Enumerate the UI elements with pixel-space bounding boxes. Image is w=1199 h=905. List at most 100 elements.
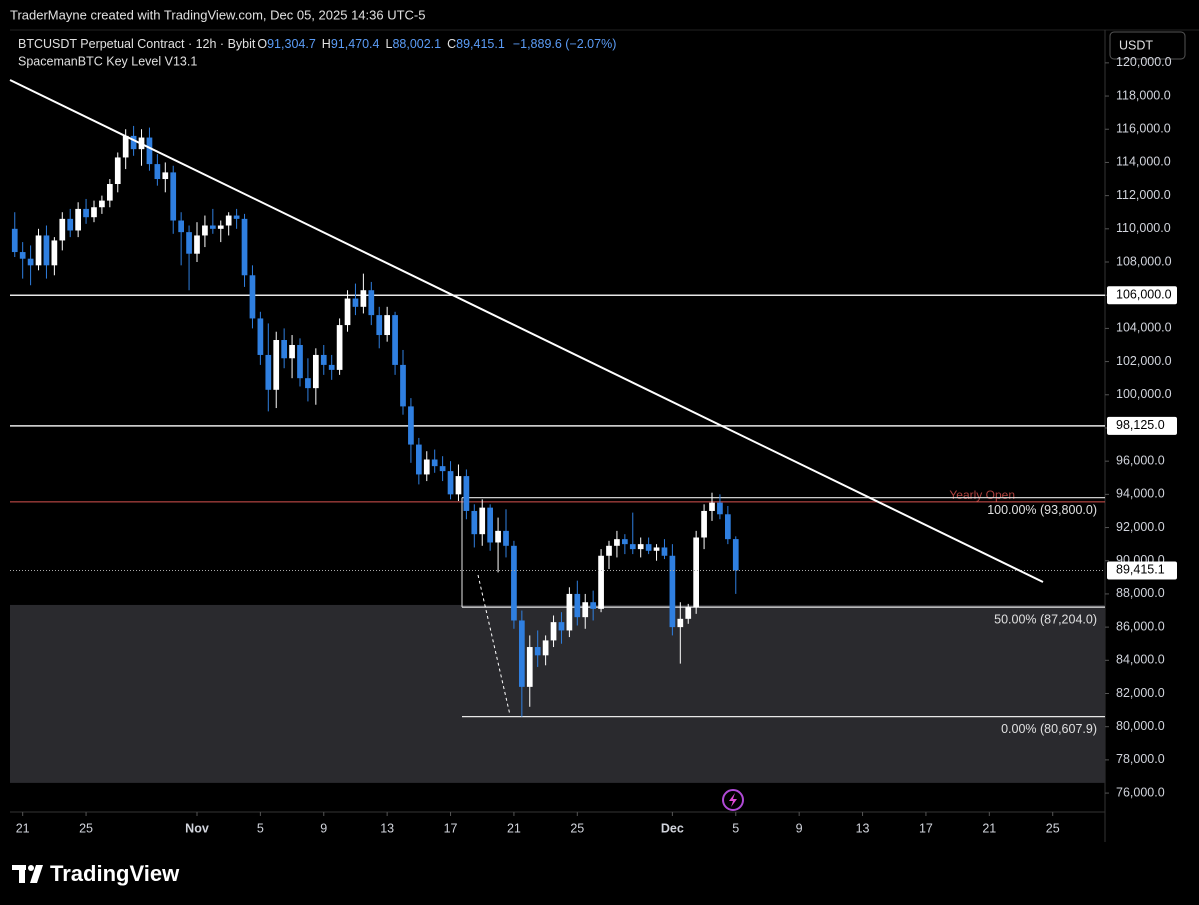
candle-body [51, 240, 58, 266]
candle-body [336, 325, 343, 370]
currency-box[interactable] [1109, 31, 1186, 60]
candle-body [19, 252, 26, 259]
y-tick-label: 102,000.0 [1116, 354, 1172, 368]
candle-body [392, 315, 398, 365]
candle-body [621, 539, 628, 545]
x-tick-label: 17 [444, 821, 458, 835]
logo: TradingView [12, 861, 180, 886]
candle-body [479, 507, 486, 535]
candle-body [265, 354, 272, 390]
candle-body [384, 315, 391, 336]
candle-body [495, 530, 501, 543]
candle-body [281, 340, 287, 359]
price-label: 106,000.0 [1116, 287, 1172, 301]
y-tick-label: 110,000.0 [1116, 221, 1171, 235]
candle-body [297, 344, 303, 379]
candle-body [376, 315, 383, 336]
candle-body [249, 275, 256, 319]
candle-body [162, 172, 169, 180]
x-tick-label: 25 [79, 821, 93, 835]
candle-body [114, 157, 121, 185]
price-label-box [1107, 416, 1177, 435]
candle-body [257, 318, 264, 355]
candle-body [408, 406, 414, 445]
candle-body [732, 539, 739, 571]
candle-body [35, 235, 42, 266]
change: −1,889.6 (−2.07%) [513, 37, 617, 51]
indicator: SpacemanBTC Key Level V13.1 [18, 54, 197, 68]
candle-body [209, 225, 216, 229]
y-tick-label: 88,000.0 [1116, 586, 1165, 600]
candle-body [558, 622, 565, 631]
y-tick-label: 80,000.0 [1116, 719, 1165, 733]
y-tick-label: 86,000.0 [1116, 619, 1165, 633]
candle-body [75, 208, 81, 231]
key: C [447, 37, 456, 51]
candle-body [447, 471, 454, 495]
currency: USDT [1119, 38, 1153, 52]
credit: TraderMayne created with TradingView.com… [10, 7, 426, 22]
y-tick-label: 116,000.0 [1116, 122, 1171, 136]
x-tick-label: 9 [796, 821, 803, 835]
candle-body [83, 208, 89, 218]
candle-body [487, 507, 494, 543]
candle-body [122, 135, 129, 158]
x-tick-label: 5 [732, 821, 739, 835]
candle-body [415, 444, 422, 475]
x-tick-label: 21 [507, 821, 521, 835]
candle-body [320, 354, 327, 365]
candle-body [550, 622, 557, 641]
candle-body [344, 298, 351, 326]
candle-body [677, 618, 684, 628]
candle-body [233, 215, 240, 219]
x-tick-label: Dec [661, 821, 684, 835]
price-label-box [1107, 286, 1177, 305]
logo-shape [30, 865, 43, 883]
y-tick-label: 118,000.0 [1116, 88, 1171, 102]
value: 91,470.4 [331, 37, 380, 51]
candle-body [534, 647, 541, 656]
candle-body [645, 544, 652, 551]
candle-body [194, 235, 200, 254]
fib-label: 50.00% (87,204.0) [994, 612, 1097, 626]
candle-body [518, 620, 525, 687]
x-tick-label: 25 [1046, 821, 1060, 835]
y-tick-label: 114,000.0 [1116, 155, 1171, 169]
candle-body [724, 514, 731, 540]
candle-body [312, 354, 319, 389]
value: 89,415.1 [456, 37, 505, 51]
x-tick-label: 9 [320, 821, 327, 835]
x-tick-label: 5 [257, 821, 264, 835]
candle-body [328, 364, 335, 370]
candle-body [653, 547, 660, 551]
candle-body [352, 298, 359, 307]
logo-shape [28, 865, 34, 871]
candle-body [27, 258, 34, 266]
candle-body [225, 215, 232, 226]
y-tick-label: 112,000.0 [1116, 188, 1171, 202]
event-icon[interactable] [722, 789, 744, 811]
candle-body [130, 135, 137, 150]
candle-body [661, 547, 668, 556]
candle-body [360, 290, 367, 307]
y-tick-label: 108,000.0 [1116, 254, 1172, 268]
candle-body [99, 200, 105, 208]
zone [10, 604, 1105, 783]
candle-body [423, 459, 430, 475]
key: L [385, 37, 392, 51]
candle-body [542, 640, 549, 656]
candle-body [273, 340, 280, 390]
value: 91,304.7 [267, 37, 316, 51]
x-tick-label: 17 [919, 821, 933, 835]
candle-body [106, 184, 113, 201]
candle-body [11, 228, 18, 253]
candle-body [241, 218, 248, 276]
candle-body [606, 545, 612, 556]
candle-body [629, 544, 636, 550]
candle-body [202, 225, 208, 236]
x-tick-label: 13 [856, 821, 870, 835]
candle-body [154, 164, 161, 180]
y-tick-label: 78,000.0 [1116, 752, 1165, 766]
candle-body [170, 172, 177, 221]
y-tick-label: 104,000.0 [1116, 321, 1172, 335]
